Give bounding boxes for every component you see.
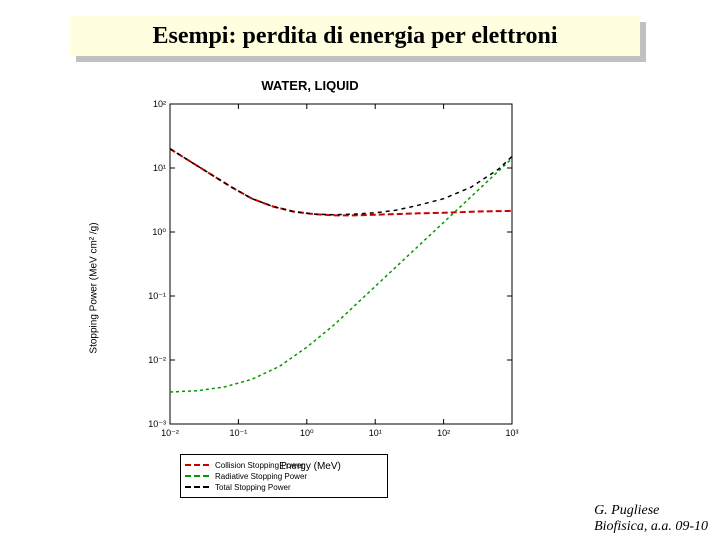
legend-item: Collision Stopping Power [185, 461, 383, 470]
svg-text:10⁻¹: 10⁻¹ [230, 428, 248, 438]
legend-swatch [185, 475, 209, 477]
legend-label: Collision Stopping Power [215, 461, 304, 470]
title-box: Esempi: perdita di energia per elettroni [70, 16, 640, 56]
chart-title: WATER, LIQUID [100, 78, 520, 93]
legend-item: Radiative Stopping Power [185, 472, 383, 481]
title-text: Esempi: perdita di energia per elettroni [152, 23, 557, 50]
legend-swatch [185, 464, 209, 466]
legend-label: Radiative Stopping Power [215, 472, 307, 481]
footer-course: Biofisica, a.a. 09-10 [594, 519, 708, 534]
svg-text:10¹: 10¹ [369, 428, 382, 438]
svg-text:10³: 10³ [505, 428, 518, 438]
legend-item: Total Stopping Power [185, 483, 383, 492]
footer-author: G. Pugliese [594, 503, 708, 518]
title-banner: Esempi: perdita di energia per elettroni [70, 16, 640, 56]
legend-swatch [185, 486, 209, 488]
svg-text:10⁰: 10⁰ [152, 227, 166, 237]
slide: Esempi: perdita di energia per elettroni… [0, 0, 720, 540]
legend-label: Total Stopping Power [215, 483, 291, 492]
chart: WATER, LIQUID Stopping Power (MeV cm² /g… [100, 78, 520, 498]
svg-text:10¹: 10¹ [153, 163, 166, 173]
y-axis-label: Stopping Power (MeV cm² /g) [89, 222, 100, 353]
footer: G. Pugliese Biofisica, a.a. 09-10 [594, 503, 708, 534]
svg-text:10⁻¹: 10⁻¹ [148, 291, 166, 301]
plot-svg: 10⁻²10⁻¹10⁰10¹10²10³10⁻³10⁻²10⁻¹10⁰10¹10… [134, 98, 520, 454]
svg-text:10²: 10² [437, 428, 450, 438]
svg-text:10⁻²: 10⁻² [148, 355, 166, 365]
svg-text:10²: 10² [153, 99, 166, 109]
svg-text:10⁻³: 10⁻³ [148, 419, 166, 429]
svg-text:10⁻²: 10⁻² [161, 428, 179, 438]
legend: Collision Stopping Power Radiative Stoppi… [180, 454, 388, 498]
svg-text:10⁰: 10⁰ [300, 428, 314, 438]
